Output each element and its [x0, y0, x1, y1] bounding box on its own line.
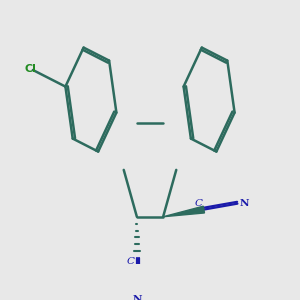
Polygon shape	[163, 206, 205, 217]
Text: N: N	[132, 295, 142, 300]
Text: Cl: Cl	[24, 64, 36, 74]
Text: C: C	[127, 257, 135, 266]
Text: N: N	[240, 199, 250, 208]
Text: C: C	[195, 199, 203, 208]
